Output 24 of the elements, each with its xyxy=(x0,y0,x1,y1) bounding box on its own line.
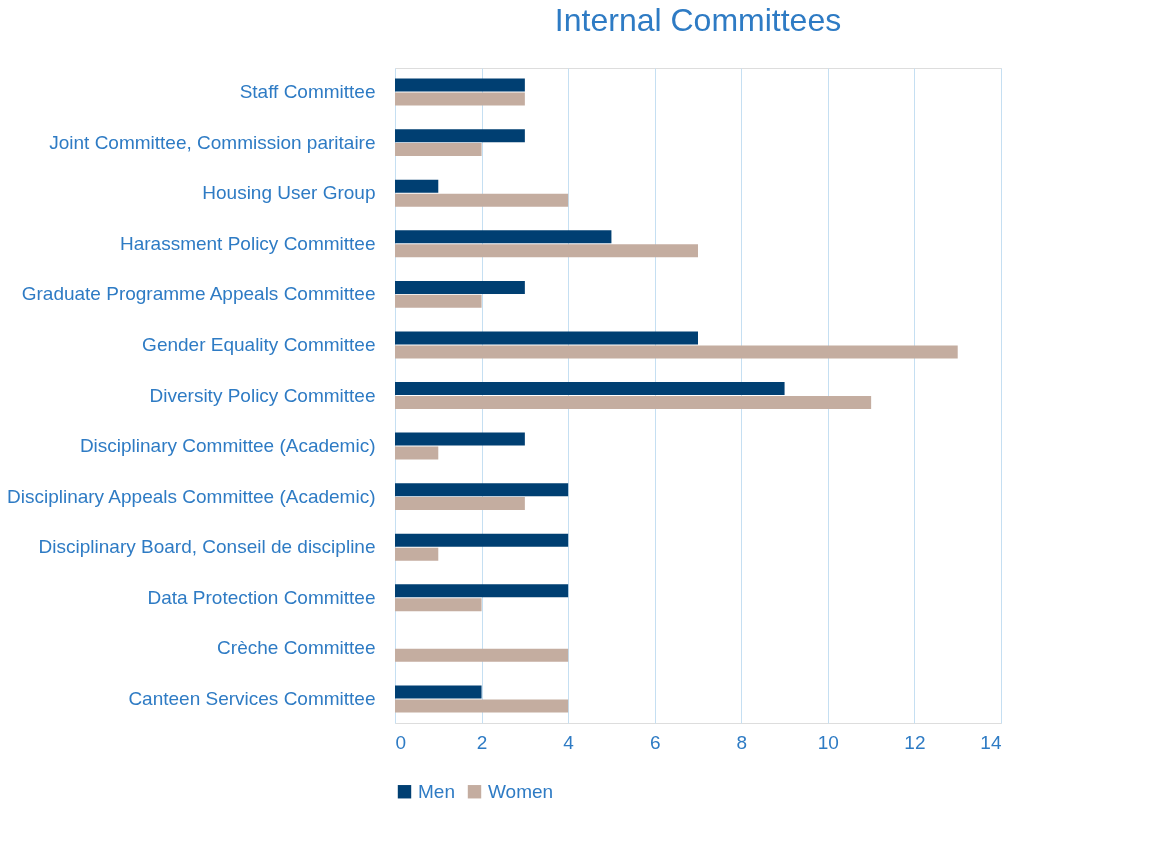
y-tick-label: Gender Equality Committee xyxy=(142,333,376,355)
y-tick-label: Staff Committee xyxy=(239,81,376,103)
x-tick-label: 10 xyxy=(817,731,839,753)
y-tick-label: Disciplinary Committee (Academic) xyxy=(79,435,376,457)
x-tick-label: 4 xyxy=(563,731,575,753)
y-tick-label: Diversity Policy Committee xyxy=(149,384,376,406)
y-tick-label: Disciplinary Appeals Committee (Academic) xyxy=(6,485,376,507)
x-tick-label: 2 xyxy=(476,731,488,753)
y-tick-label: Crèche Committee xyxy=(217,637,376,659)
y-tick-label: Joint Committee, Commission paritaire xyxy=(49,131,376,153)
legend-label: Men xyxy=(418,780,455,802)
x-tick-label: 6 xyxy=(649,731,661,753)
y-tick-label: Data Protection Committee xyxy=(147,586,376,608)
y-tick-label: Graduate Programme Appeals Committee xyxy=(21,283,376,305)
y-tick-label: Housing User Group xyxy=(202,182,376,204)
y-tick-label: Canteen Services Committee xyxy=(128,687,376,709)
x-tick-label: 8 xyxy=(736,731,748,753)
legend-label: Women xyxy=(488,780,554,802)
y-tick-label: Harassment Policy Committee xyxy=(119,232,376,254)
y-tick-label: Disciplinary Board, Conseil de discipline xyxy=(38,536,376,558)
x-tick-label: 0 xyxy=(395,731,407,753)
x-tick-label: 14 xyxy=(980,731,1002,753)
x-tick-label: 12 xyxy=(904,731,926,753)
chart-title: Internal Committees xyxy=(554,2,842,38)
